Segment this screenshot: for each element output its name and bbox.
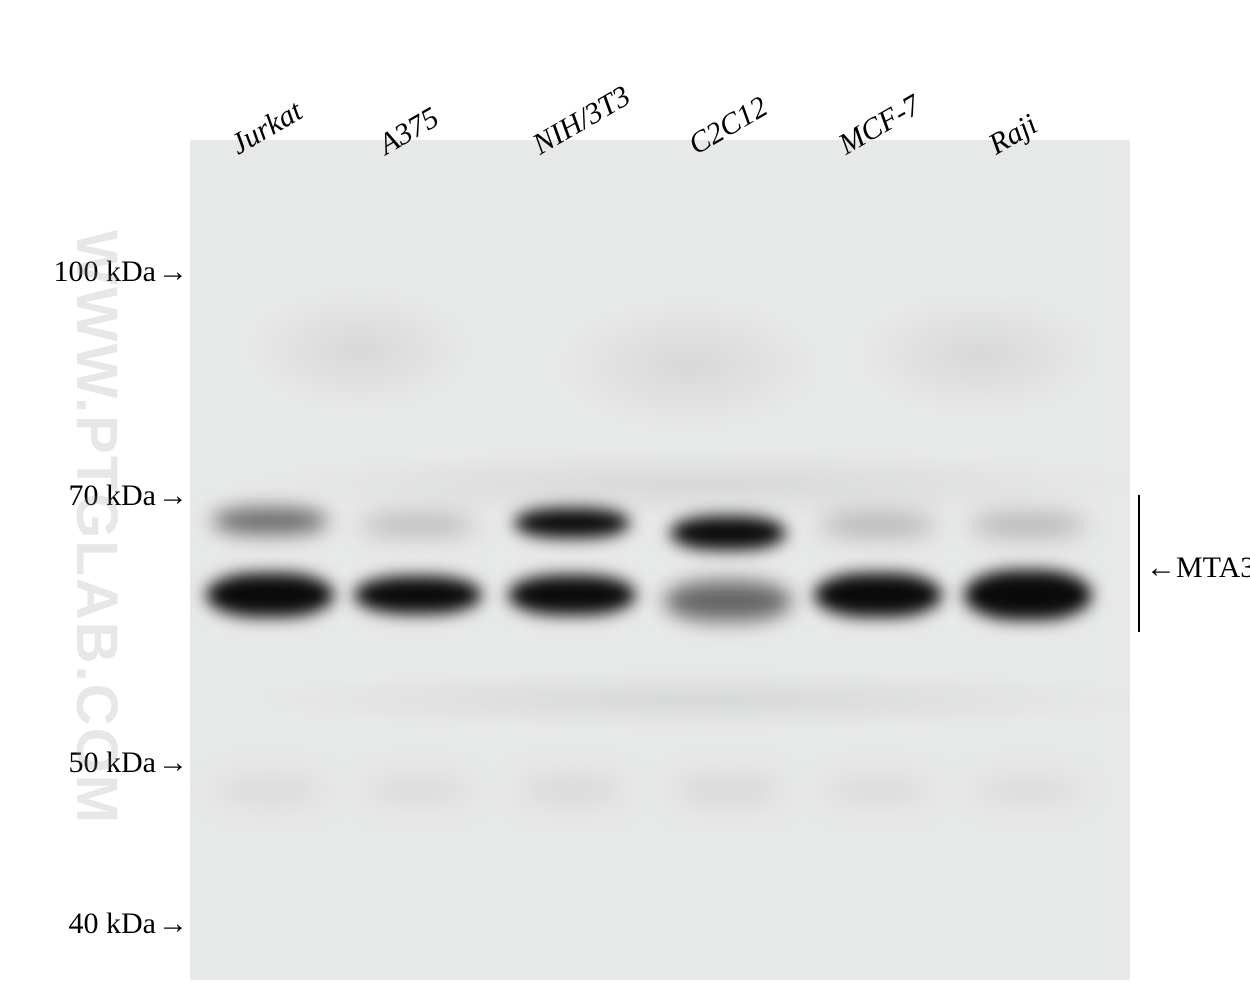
band-main — [206, 573, 334, 617]
arrow-right-icon: → — [158, 255, 188, 289]
band-main — [964, 570, 1092, 620]
band-upper — [212, 508, 328, 534]
band-main — [354, 576, 482, 614]
band-faint — [824, 782, 932, 798]
target-bracket — [1138, 495, 1140, 632]
target-label: ←MTA3 — [1146, 551, 1250, 585]
arrow-right-icon: → — [158, 479, 188, 513]
band-main — [814, 573, 942, 617]
blot-membrane — [190, 140, 1130, 980]
band-upper — [970, 514, 1086, 536]
mw-marker-label: 100 kDa→ — [50, 255, 188, 289]
band-upper — [670, 516, 786, 550]
band-faint — [364, 782, 472, 798]
band-main — [664, 581, 792, 621]
watermark-text: WWW.PTGLAB.COM — [63, 230, 130, 825]
band-upper — [360, 516, 476, 534]
arrow-right-icon: → — [158, 907, 188, 941]
target-arrow-icon: ← — [1146, 551, 1176, 584]
band-faint — [518, 780, 626, 800]
mw-marker-label: 70 kDa→ — [50, 479, 188, 513]
target-text: MTA3 — [1176, 551, 1250, 584]
arrow-right-icon: → — [158, 746, 188, 780]
band-faint — [216, 781, 324, 799]
mw-marker-label: 50 kDa→ — [50, 746, 188, 780]
band-faint — [674, 779, 782, 801]
band-faint — [974, 782, 1082, 798]
band-upper — [820, 514, 936, 536]
mw-marker-label: 40 kDa→ — [50, 907, 188, 941]
band-upper — [514, 508, 630, 538]
band-main — [508, 575, 636, 615]
figure-container: JurkatA375NIH/3T3C2C12MCF-7Raji 100 kDa→… — [0, 0, 1250, 1000]
